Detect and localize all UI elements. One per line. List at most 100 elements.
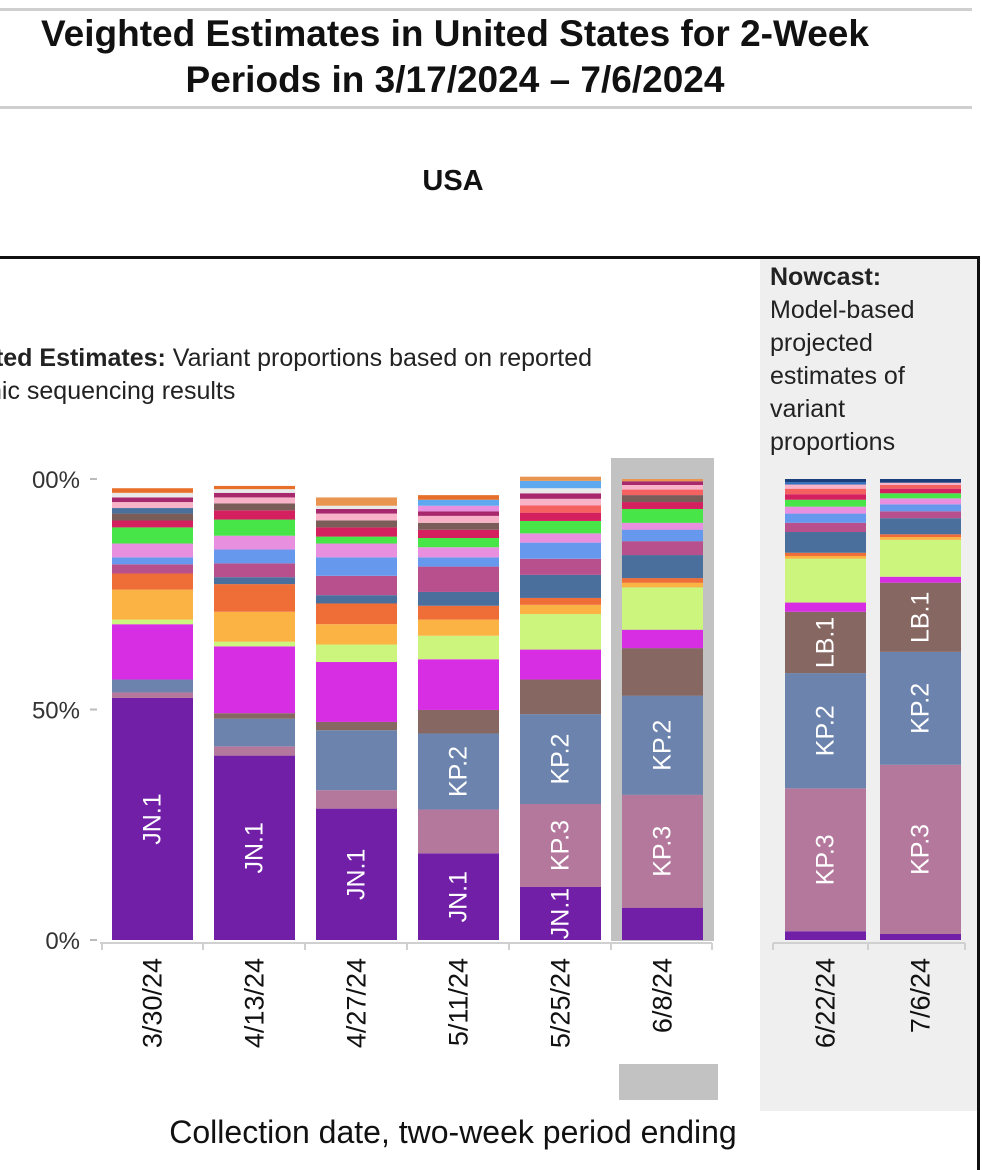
bar-segment: [622, 555, 703, 579]
bar-segment: [112, 497, 193, 503]
bar-segment-label: KP.2: [812, 705, 840, 756]
bar-segment: [214, 718, 295, 747]
bar-segment: [880, 498, 961, 505]
bar-segment: [214, 584, 295, 612]
bar-segment-label: KP.2: [907, 683, 935, 734]
bar-segment: [622, 484, 703, 490]
bar-segment: [785, 673, 866, 789]
bar-segment: [316, 624, 397, 645]
bar-segment-label: KP.2: [649, 720, 677, 771]
bar-segment: [316, 721, 397, 731]
bar-segment-label: KP.3: [812, 834, 840, 885]
bar-segment: [520, 597, 601, 605]
bar-segment: [316, 536, 397, 544]
bar-segment: [112, 679, 193, 693]
bar-segment: [880, 479, 961, 483]
bar-segment: [880, 539, 961, 577]
bar-segment: [418, 515, 499, 523]
bar-segment: [112, 619, 193, 625]
bar-segment: [880, 582, 961, 652]
bar-segment: [418, 538, 499, 548]
bar-segment: [316, 808, 397, 940]
bar-segment: [214, 755, 295, 940]
bar-segment: [214, 497, 295, 504]
bar-segment: [316, 557, 397, 576]
bar-segment: [418, 522, 499, 530]
bar-segment: [622, 502, 703, 509]
bar-segment: [214, 489, 295, 493]
bar-segment: [785, 479, 866, 483]
bar-segment: [418, 505, 499, 512]
bar-segment: [622, 582, 703, 588]
bar-segment: [622, 522, 703, 530]
bar-segment: [214, 503, 295, 511]
bar-segment: [112, 564, 193, 574]
title-top-rule: [0, 8, 972, 11]
x-tick-label: 5/11/24: [444, 958, 474, 1046]
bar-segment: [214, 641, 295, 647]
bar-segment: [622, 648, 703, 696]
bar-segment: [785, 488, 866, 495]
bar-segment: [418, 499, 499, 506]
chart-subtitle: USA: [422, 165, 484, 197]
bar-segment: [622, 629, 703, 649]
bar-segment: [316, 527, 397, 537]
bar-segment-label: JN.1: [343, 849, 371, 900]
x-tick-label: 4/27/24: [342, 958, 372, 1048]
bar-segment: [520, 493, 601, 499]
bar-segment: [316, 513, 397, 521]
bar-segment: [316, 662, 397, 722]
nowcast-text-line: Model-based: [770, 296, 915, 324]
bar-segment: [880, 537, 961, 540]
bar-segment: [316, 603, 397, 625]
bar-segment: [785, 931, 866, 940]
bar-segment: [112, 520, 193, 528]
bar-segment: [112, 488, 193, 493]
bar-segment: [622, 495, 703, 503]
bar-segment-label: LB.1: [812, 617, 840, 668]
x-tick-label: 6/22/24: [811, 958, 841, 1048]
bar-segment: [418, 619, 499, 636]
bar-segment: [418, 591, 499, 606]
bar-segment: [520, 886, 601, 940]
bar-segment: [785, 506, 866, 514]
bar-segment: [622, 578, 703, 583]
bar-segment: [520, 542, 601, 559]
bar-segment: [785, 788, 866, 932]
bar-segment-label: JN.1: [139, 793, 167, 844]
bar-segment: [520, 533, 601, 543]
x-axis-title: Collection date, two-week period ending: [169, 1114, 737, 1150]
bar-segment: [214, 510, 295, 520]
nowcast-heading: Nowcast:: [770, 263, 882, 291]
bar-segment: [418, 635, 499, 660]
bar-segment: [785, 494, 866, 500]
chart-title-line-1: Veighted Estimates in United States for …: [41, 13, 869, 54]
bar-segment: [880, 488, 961, 494]
plot-border-top: [0, 256, 980, 259]
bar-segment: [418, 547, 499, 558]
bar-segment: [112, 589, 193, 620]
x-tick-label: 3/30/24: [138, 958, 168, 1048]
bar-segment: [112, 502, 193, 509]
bar-segment: [622, 794, 703, 908]
bar-segment-label: LB.1: [907, 592, 935, 643]
bar-segment: [622, 529, 703, 542]
bar-segment: [418, 495, 499, 500]
bar-segment: [880, 764, 961, 935]
bar-segment: [785, 522, 866, 533]
bar-segment: [622, 907, 703, 940]
title-bottom-rule: [0, 106, 972, 109]
bar-segment: [214, 746, 295, 756]
bar-segment: [418, 529, 499, 539]
bar-segment: [316, 595, 397, 604]
x-tick-label: 5/25/24: [546, 958, 576, 1048]
bar-segment: [622, 479, 703, 482]
bar-segment: [316, 790, 397, 809]
bar-segment: [622, 695, 703, 795]
bar-segment: [214, 563, 295, 578]
bar-segment-label: KP.2: [547, 734, 575, 785]
bar-segment: [520, 604, 601, 615]
bar-segment: [112, 624, 193, 680]
bar-segment: [112, 492, 193, 498]
